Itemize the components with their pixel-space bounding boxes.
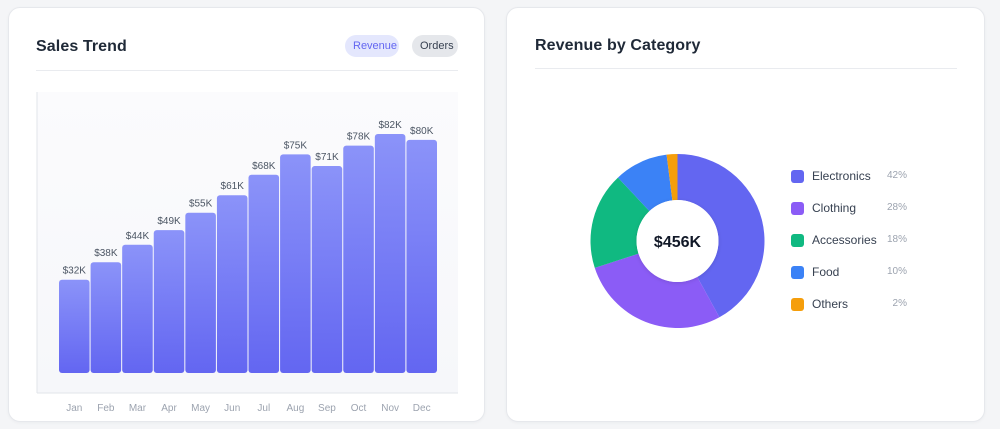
bar-value-label: $38K xyxy=(94,248,118,259)
bar-value-label: $78K xyxy=(347,132,371,143)
legend-swatch xyxy=(791,234,804,247)
sales-bar-chart: $32K Jan $38K Feb $44K Mar $49K Apr $55K May $61K J… xyxy=(36,92,458,414)
bar-sep xyxy=(311,166,343,373)
bar-aug xyxy=(280,154,311,373)
category-legend: Electronics 42% Clothing 28% Accessories 18% F… xyxy=(791,168,907,328)
bar-jun xyxy=(216,195,248,373)
bar-nov xyxy=(374,134,406,373)
header-divider xyxy=(535,68,957,69)
bar-value-label: $49K xyxy=(157,216,181,227)
bar-apr xyxy=(153,230,185,373)
x-tick-label: Jan xyxy=(66,403,82,414)
legend-swatch xyxy=(791,298,804,311)
bar-value-label: $75K xyxy=(284,140,308,151)
donut-slice-clothing xyxy=(594,253,720,328)
revenue-category-title: Revenue by Category xyxy=(535,37,701,54)
legend-item-clothing: Clothing 28% xyxy=(791,200,907,232)
x-tick-label: Oct xyxy=(351,403,367,414)
legend-percent: 18% xyxy=(886,234,907,245)
legend-item-accessories: Accessories 18% xyxy=(791,232,907,264)
sales-trend-card: Sales Trend Revenue Orders $32K Jan $38K Fe… xyxy=(8,7,485,422)
donut-slice-food xyxy=(617,154,673,212)
legend-swatch xyxy=(791,202,804,215)
x-tick-label: Aug xyxy=(286,403,304,414)
revenue-donut-chart: $456K xyxy=(590,154,765,328)
x-tick-label: May xyxy=(191,403,210,414)
legend-label: Electronics xyxy=(812,169,871,183)
revenue-toggle-button[interactable]: Revenue xyxy=(345,35,399,57)
bar-dec xyxy=(406,139,437,373)
bar-oct xyxy=(343,145,374,373)
donut-slice-accessories xyxy=(590,177,650,268)
bar-value-label: $61K xyxy=(221,181,245,192)
legend-percent: 10% xyxy=(886,266,907,277)
legend-percent: 42% xyxy=(886,170,907,181)
x-tick-label: Jun xyxy=(224,403,240,414)
legend-swatch xyxy=(791,170,804,183)
legend-label: Others xyxy=(812,297,849,311)
x-tick-label: Dec xyxy=(413,403,431,414)
sales-trend-title: Sales Trend xyxy=(36,38,127,55)
bar-feb xyxy=(90,262,122,373)
legend-item-others: Others 2% xyxy=(791,296,907,328)
x-tick-label: Feb xyxy=(97,403,115,414)
x-tick-label: Nov xyxy=(381,403,399,414)
bar-value-label: $80K xyxy=(410,126,434,137)
bar-value-label: $82K xyxy=(378,120,402,131)
x-tick-label: Sep xyxy=(318,403,336,414)
legend-label: Clothing xyxy=(812,201,857,215)
bar-value-label: $55K xyxy=(189,199,213,210)
bar-value-label: $44K xyxy=(126,231,150,242)
orders-toggle-button[interactable]: Orders xyxy=(412,35,458,57)
donut-slice-others xyxy=(666,154,678,201)
bar-value-label: $32K xyxy=(63,266,87,277)
x-tick-label: Apr xyxy=(161,403,177,414)
bar-mar xyxy=(122,244,153,373)
bar-value-label: $68K xyxy=(252,161,276,172)
legend-item-electronics: Electronics 42% xyxy=(791,168,907,200)
x-tick-label: Mar xyxy=(129,403,147,414)
bar-value-label: $71K xyxy=(315,152,339,163)
bar-jan xyxy=(59,279,90,373)
legend-label: Food xyxy=(812,265,840,279)
legend-percent: 2% xyxy=(892,298,907,309)
legend-label: Accessories xyxy=(812,233,877,247)
revenue-category-card: Revenue by Category $456K Electronics 42%… xyxy=(506,7,985,422)
legend-item-food: Food 10% xyxy=(791,264,907,296)
donut-hole xyxy=(636,200,719,282)
bar-jul xyxy=(248,174,280,373)
donut-center-total: $456K xyxy=(654,234,702,251)
legend-percent: 28% xyxy=(886,202,907,213)
donut-slice-electronics xyxy=(677,154,765,318)
bar-may xyxy=(185,212,216,373)
header-divider xyxy=(36,70,458,71)
legend-swatch xyxy=(791,266,804,279)
x-tick-label: Jul xyxy=(257,403,270,414)
